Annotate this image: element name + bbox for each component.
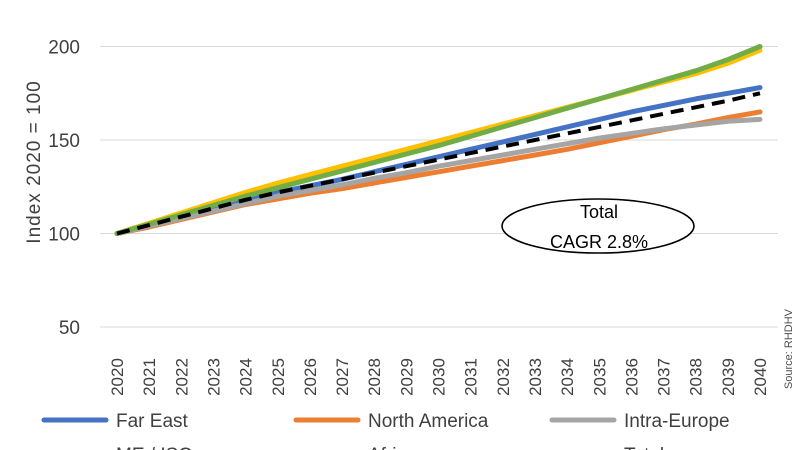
legend-item-africa: Africa [368,445,417,450]
series-line-africa [114,44,763,236]
y-axis-label: Index 2020 = 100 [24,80,45,243]
x-tick-label-2030: 2030 [430,358,449,396]
legend-label-africa: Africa [368,445,417,450]
x-tick-label-2032: 2032 [494,358,513,396]
y-axis-ticks: 50 100 150 200 [48,38,80,340]
y-tick-label-50: 50 [59,318,80,339]
x-tick-label-2029: 2029 [397,358,416,396]
y-tick-label-100: 100 [48,225,80,246]
x-tick-label-2038: 2038 [687,358,706,396]
x-tick-label-2035: 2035 [590,358,609,396]
legend-item-total: Total [624,445,664,450]
series-line-intra-europe [114,116,763,236]
legend-label-far-east: Far East [116,411,189,432]
x-tick-label-2040: 2040 [751,358,770,396]
x-tick-label-2031: 2031 [462,358,481,396]
series-line-total [116,91,761,236]
x-axis-ticks: 2020 2021 2022 2023 2024 2025 2026 2027 2028 2029… [108,358,770,396]
x-tick-label-2026: 2026 [301,358,320,396]
x-tick-label-2022: 2022 [172,358,191,396]
gridlines [100,46,778,328]
legend: Far East North America Intra-Europe ME / IS… [41,411,730,450]
x-tick-label-2023: 2023 [204,358,223,396]
legend-label-total: Total [624,445,664,450]
x-tick-label-2027: 2027 [333,358,352,396]
x-tick-label-2039: 2039 [719,358,738,396]
annotation-line-2: CAGR 2.8% [550,232,648,252]
legend-item-north-america: North America [293,411,489,432]
annotation-line-1: Total [580,202,618,222]
cagr-annotation: Total CAGR 2.8% [501,198,695,254]
legend-label-north-america: North America [368,411,489,432]
x-tick-label-2021: 2021 [140,358,159,396]
series-lines [114,44,763,236]
x-tick-label-2037: 2037 [655,358,674,396]
source-note: Source: RHDHV [783,308,795,389]
y-tick-label-150: 150 [48,131,80,152]
x-tick-label-2020: 2020 [108,358,127,396]
legend-label-me-isc: ME / ISC [116,445,192,450]
x-tick-label-2033: 2033 [526,358,545,396]
x-tick-label-2025: 2025 [269,358,288,396]
legend-label-intra-europe: Intra-Europe [624,411,730,432]
x-tick-label-2024: 2024 [237,358,256,396]
legend-item-me-isc: ME / ISC [116,445,192,450]
legend-item-far-east: Far East [41,411,189,432]
annotation-ellipse [501,198,695,254]
x-tick-label-2034: 2034 [558,358,577,396]
legend-item-intra-europe: Intra-Europe [549,411,730,432]
x-tick-label-2028: 2028 [365,358,384,396]
x-tick-label-2036: 2036 [622,358,641,396]
y-tick-label-200: 200 [48,38,80,59]
